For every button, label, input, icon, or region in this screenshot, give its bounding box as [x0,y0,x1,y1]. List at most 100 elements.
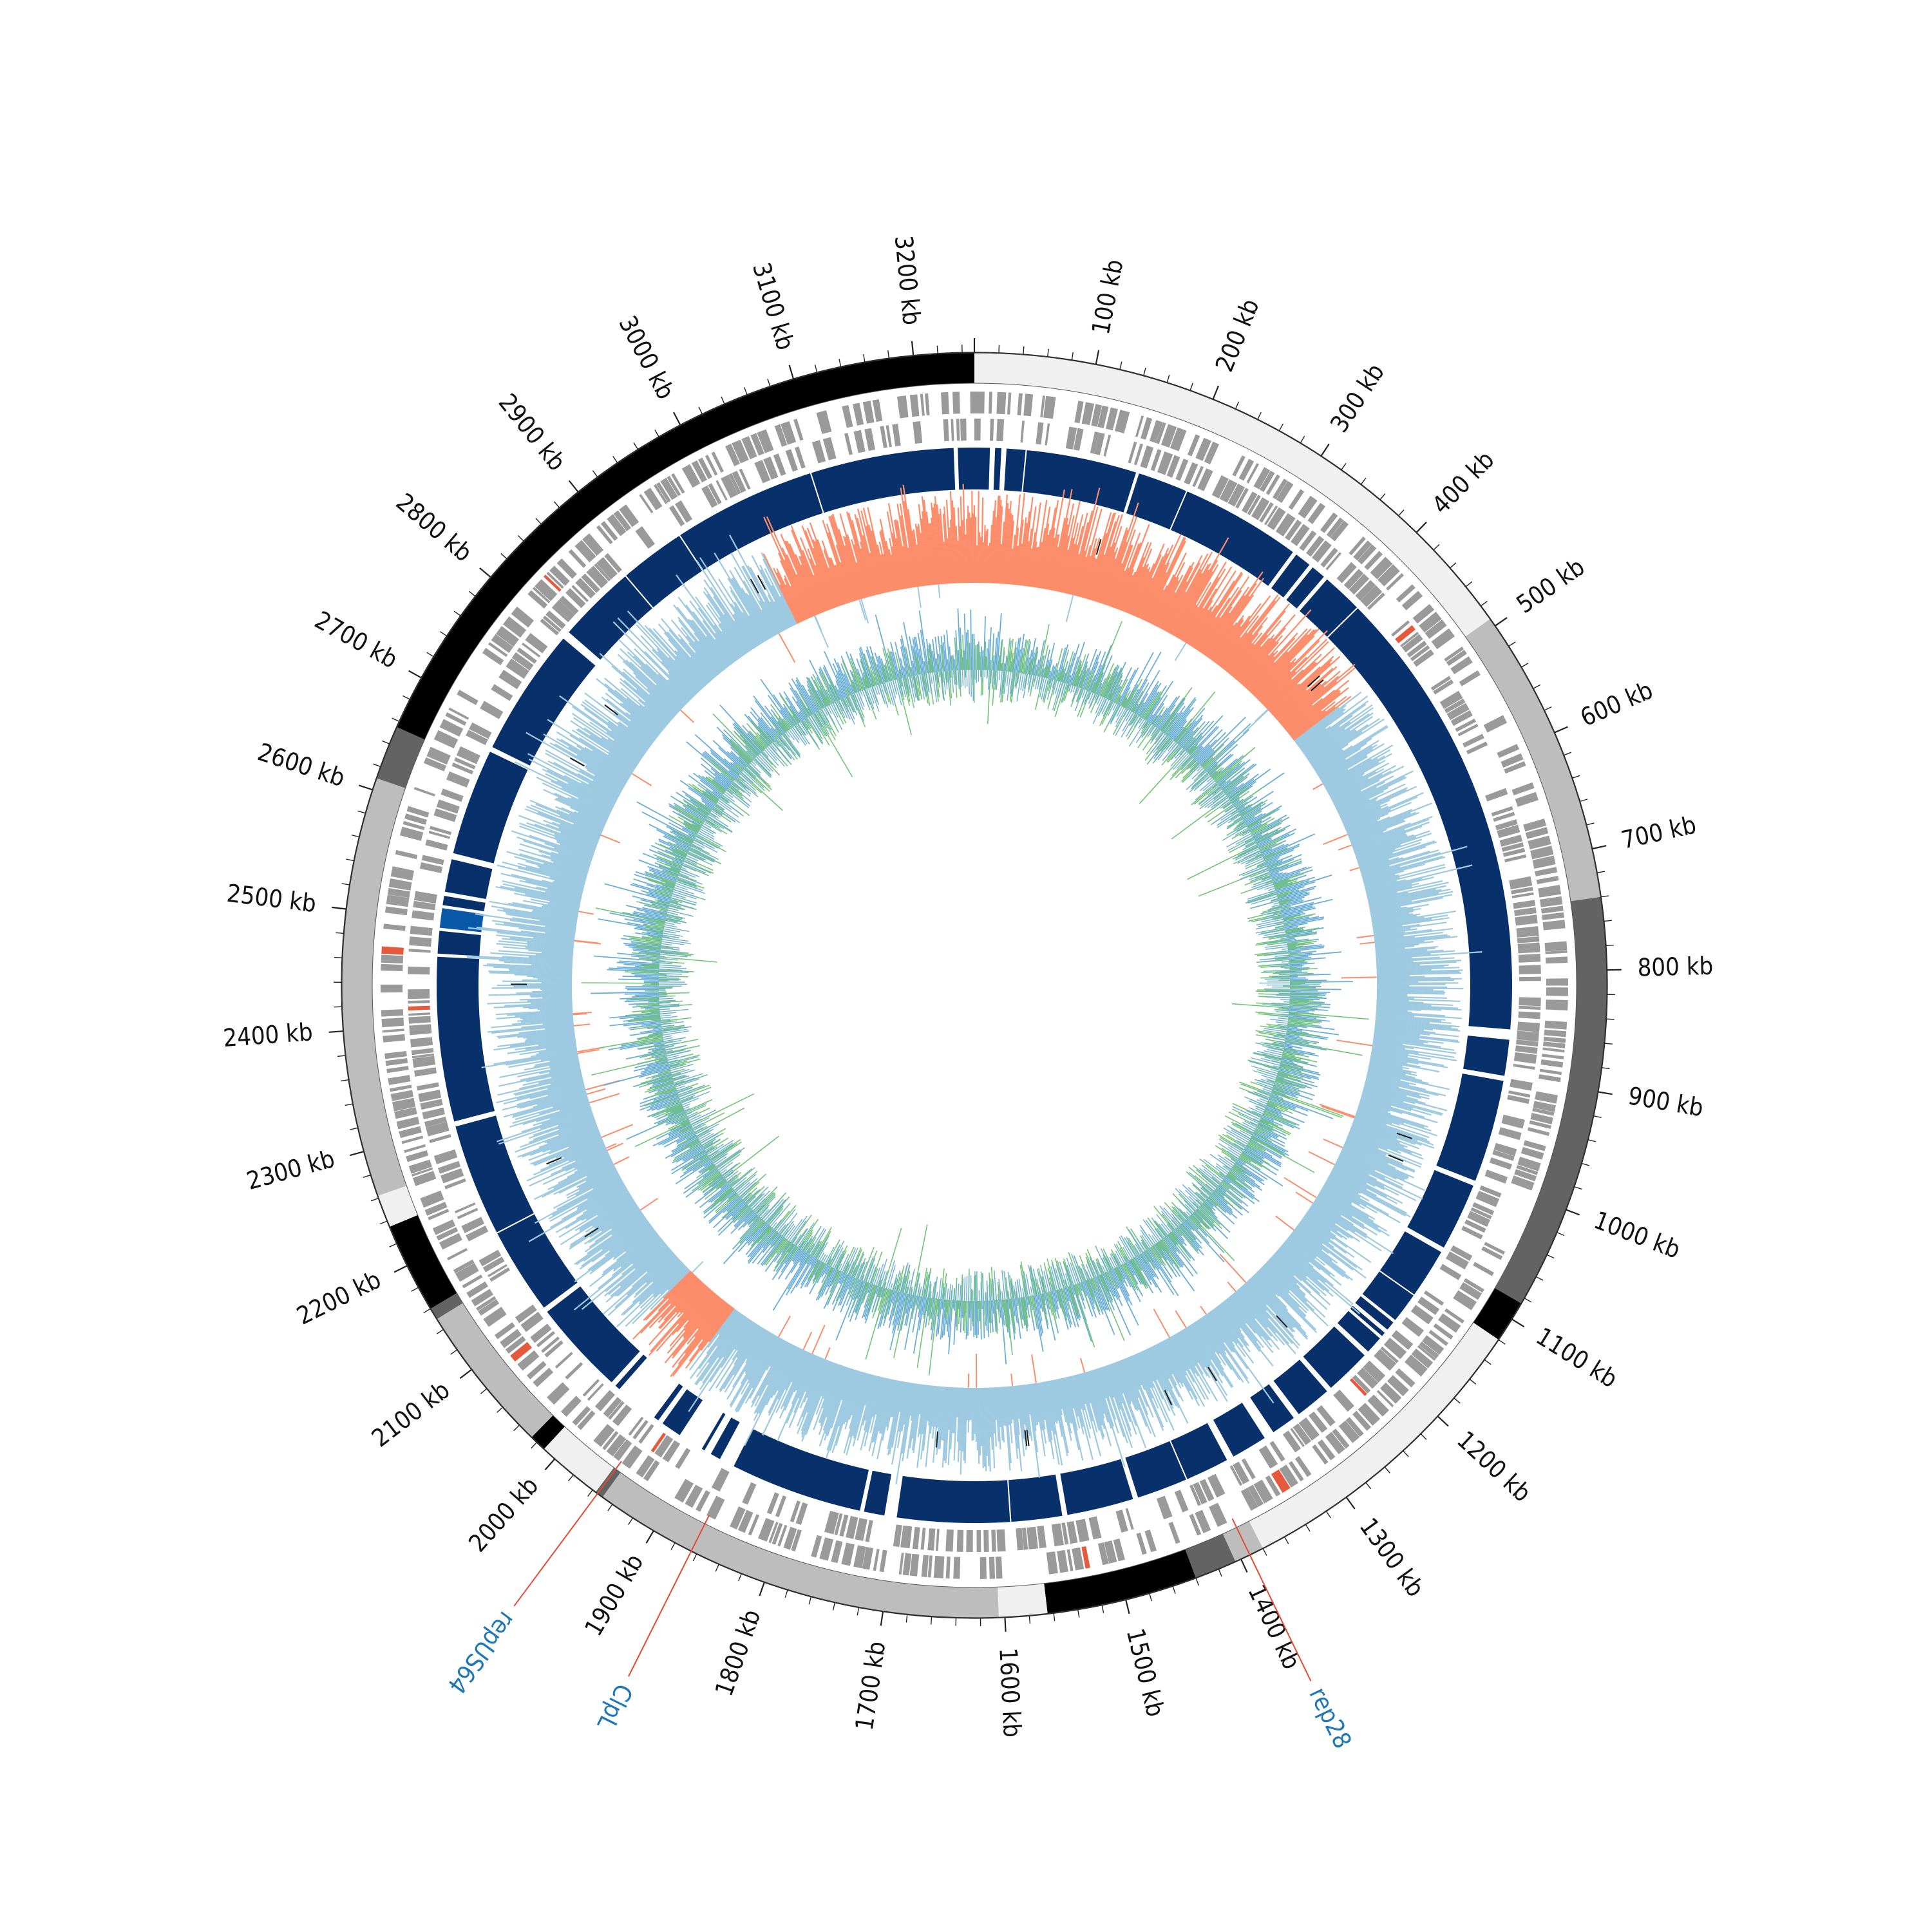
gc-skew-positive [539,920,576,927]
gc-skew-inward [1341,976,1377,979]
cds-forward [921,1555,929,1578]
tick-label: 900 kb [1626,1081,1705,1122]
gc-skew-positive [1376,969,1432,972]
cds-forward [1544,1020,1567,1030]
gc-skew-positive [815,1363,837,1415]
gc-skew-positive [551,1149,607,1175]
gc-skew-positive [688,642,717,677]
gc-skew-positive [1143,1350,1176,1416]
gc-skew-positive [1336,770,1414,810]
gc-skew-positive [1324,1182,1378,1214]
gc-skew-positive [1376,972,1462,976]
gc-skew-positive [710,587,753,650]
gc-skew-positive [553,861,589,873]
gc-skew-positive [1330,777,1369,799]
gc-skew-positive [533,1057,579,1068]
gc-skew-positive [525,860,587,879]
gc-skew-positive [1308,1208,1353,1239]
gc-skew-positive [1355,830,1430,857]
gc-skew-negative [1264,678,1293,706]
gc-skew-positive [1171,1335,1209,1400]
gc-content-outward [1030,652,1036,675]
cds-reverse [525,632,548,654]
gc-skew-positive [558,1164,615,1194]
gc-skew-positive [526,806,601,837]
gc-skew-negative [1056,535,1069,592]
gc-skew-positive [576,754,627,784]
cds-reverse [1374,1349,1397,1371]
gc-skew-positive [602,1231,657,1273]
gc-content-outward [1012,647,1017,672]
gc-skew-positive [1364,1083,1421,1099]
gc-content-outward [1238,790,1274,815]
gc-skew-negative [921,496,933,585]
cds-reverse [1489,1157,1512,1170]
gc-skew-positive [551,780,612,811]
gc-skew-positive [488,992,573,996]
gc-skew-negative [1220,632,1248,668]
gc-skew-positive [609,751,636,770]
cds-reverse [991,1530,996,1552]
gc-skew-positive [733,1327,764,1376]
minor-tick [402,695,410,700]
gc-skew-positive [1368,888,1437,904]
gc-skew-positive [558,852,591,864]
cds-reverse [542,615,562,632]
cds-reverse [913,421,923,444]
gc-skew-positive [1300,1220,1347,1255]
gc-skew-positive [857,1375,875,1441]
gc-skew-positive [1202,1316,1250,1384]
gc-skew-negative [1022,541,1030,586]
gc-skew-negative [1291,696,1347,739]
gc-skew-negative [1249,651,1289,693]
gc-skew-positive [1376,949,1444,956]
gc-skew-positive [1226,1298,1256,1334]
gc-skew-positive [1374,936,1458,946]
gc-content-outward [1046,659,1053,679]
gc-skew-positive [540,1110,592,1130]
gc-skew-positive [1037,1382,1046,1421]
gc-skew-positive [927,1385,934,1426]
gc-skew-positive [657,650,698,694]
gc-skew-positive [533,937,574,943]
minor-tick [1606,944,1615,946]
gc-content-outward [1273,1084,1300,1095]
gc-skew-negative [1052,518,1069,591]
conserved-block [864,1470,892,1516]
cds-reverse [1189,1484,1202,1506]
gc-skew-positive [527,753,618,801]
cds-forward [613,510,632,531]
conserved-block [662,1389,703,1435]
gc-skew-negative [938,514,945,584]
gc-skew-negative [1038,535,1049,589]
gc-skew-negative [1014,492,1026,585]
gc-skew-positive [1121,1359,1152,1434]
gc-content-green [1043,678,1050,703]
cds-forward [1431,628,1455,650]
cds-forward [619,504,639,527]
gc-skew-positive [518,867,585,886]
gc-content-outward [1215,1188,1225,1197]
cds-forward [1545,956,1568,964]
gc-skew-negative [1060,537,1074,592]
gc-skew-negative [996,500,1002,584]
cds-forward [1357,544,1377,565]
gc-skew-positive [891,1381,905,1448]
gc-skew-marker [1164,1390,1173,1406]
gc-skew-negative [806,527,837,608]
gc-content-outward [1112,686,1122,703]
gc-skew-positive [1086,1371,1103,1426]
cds-reverse [1088,1516,1102,1540]
gc-skew-positive [576,1216,646,1265]
gc-skew-positive [1372,910,1456,925]
gc-skew-positive [515,1078,583,1096]
gc-skew-positive [849,1372,866,1429]
gc-skew-negative [1227,642,1253,674]
cds-forward [639,494,654,514]
gc-skew-positive [533,1106,591,1126]
gc-skew-negative [677,1285,707,1318]
cds-forward [517,1350,540,1371]
gc-skew-negative [1018,517,1027,585]
gc-skew-positive [1294,706,1340,742]
gc-skew-negative [916,544,923,587]
